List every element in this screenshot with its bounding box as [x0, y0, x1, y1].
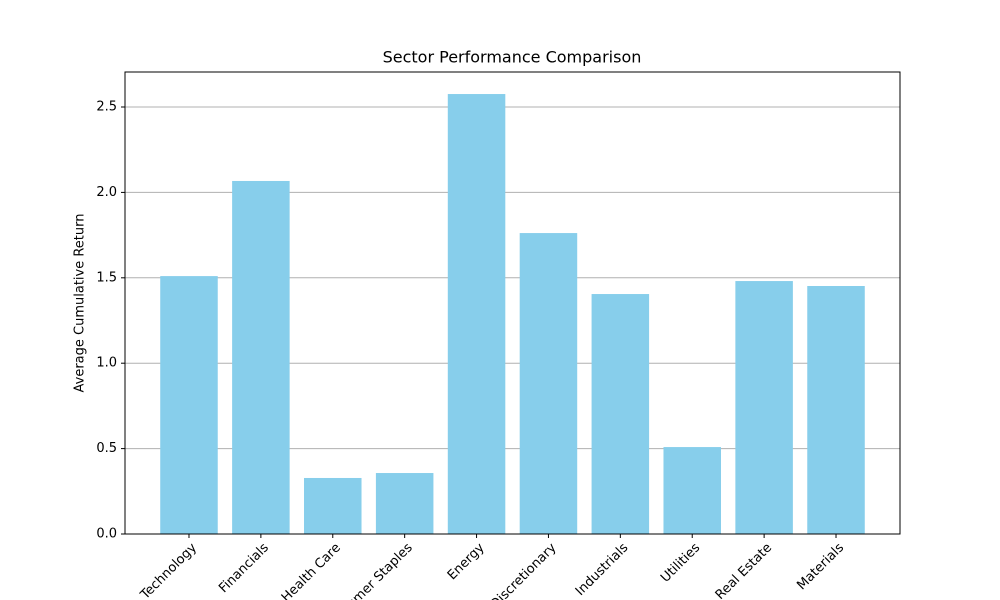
y-tick-label: 1.5: [96, 270, 117, 285]
bar: [807, 286, 865, 534]
x-tick-label: Real Estate: [713, 540, 775, 600]
bar: [591, 294, 650, 534]
y-tick-label: 0.5: [96, 441, 117, 456]
bar: [160, 276, 218, 534]
y-tick-label: 1.0: [96, 356, 117, 371]
plot-frame: [124, 71, 901, 535]
bar: [232, 180, 290, 534]
bar: [735, 281, 793, 534]
bar: [447, 94, 506, 534]
y-tick-label: 0.0: [96, 527, 117, 542]
x-tick-label: Financials: [216, 540, 272, 596]
bar: [304, 477, 362, 534]
y-axis-label: Average Cumulative Return: [73, 214, 88, 393]
bar: [519, 233, 578, 535]
chart-title: Sector Performance Comparison: [383, 48, 642, 67]
bar: [663, 447, 721, 534]
x-tick-label: Utilities: [658, 540, 703, 585]
bar: [375, 473, 434, 534]
x-tick-label: Energy: [445, 540, 488, 583]
y-tick-label: 2.5: [96, 100, 117, 115]
x-tick-label: Technology: [137, 540, 200, 600]
x-tick-label: Materials: [794, 540, 847, 593]
x-tick-label: Health Care: [279, 540, 344, 600]
x-tick-label: Industrials: [573, 540, 632, 599]
y-tick-label: 2.0: [96, 185, 117, 200]
